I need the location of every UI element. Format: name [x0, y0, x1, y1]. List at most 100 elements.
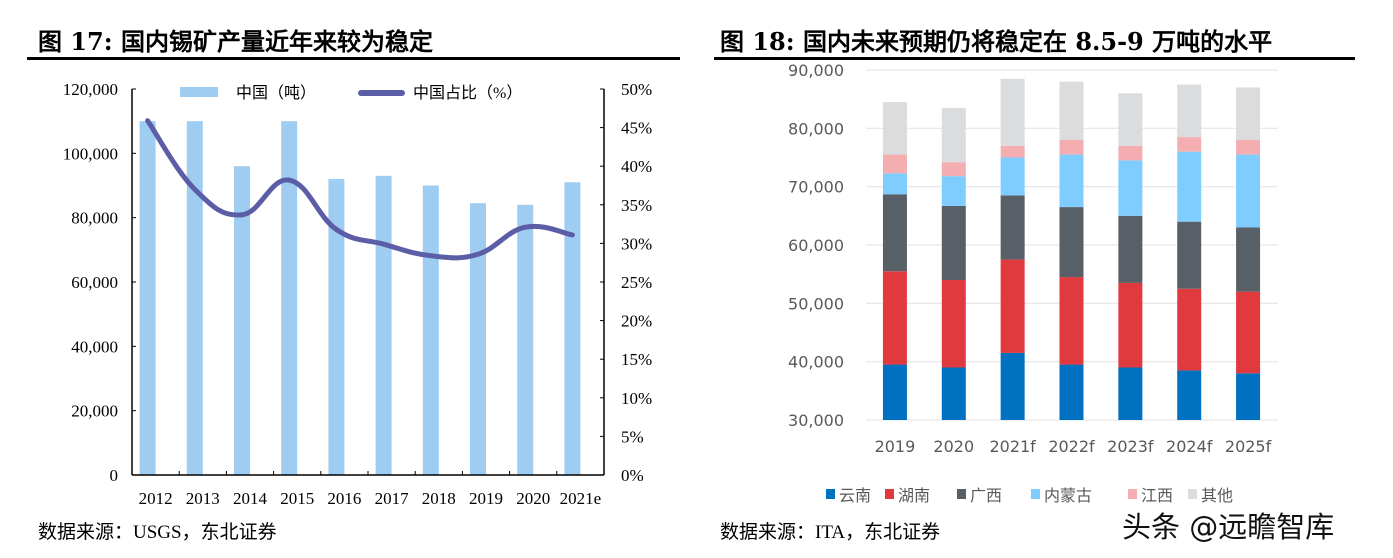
segment-云南-2023f — [1118, 367, 1143, 420]
segment-其他-2021f — [1000, 78, 1025, 146]
x-tick-label: 2020 — [516, 489, 550, 508]
segment-江西-2025f — [1236, 140, 1261, 155]
y-tick-label: 40,000 — [788, 353, 844, 372]
segment-云南-2025f — [1236, 373, 1261, 420]
segment-其他-2019 — [882, 102, 907, 155]
segment-江西-2019 — [882, 154, 907, 174]
legend-swatch-云南 — [826, 489, 835, 499]
segment-云南-2019 — [882, 364, 907, 420]
segment-湖南-2024f — [1177, 288, 1202, 371]
y-tick-label: 60,000 — [788, 236, 844, 255]
segment-其他-2025f — [1236, 87, 1261, 140]
segment-广西-2022f — [1059, 207, 1084, 278]
y-tick-label: 40,000 — [71, 337, 118, 356]
y2-tick-label: 0% — [621, 466, 644, 485]
x-tick-label: 2017 — [375, 489, 410, 508]
x-tick-label: 2025f — [1225, 437, 1272, 456]
segment-江西-2023f — [1118, 145, 1143, 161]
segment-江西-2021f — [1000, 145, 1025, 158]
legend-swatch-其他 — [1188, 489, 1197, 499]
bar-2021e — [564, 182, 581, 476]
y2-tick-label: 20% — [621, 312, 652, 331]
x-tick-label: 2013 — [186, 489, 220, 508]
segment-广西-2025f — [1236, 227, 1261, 292]
y-tick-label: 120,000 — [63, 80, 118, 99]
legend-label: 其他 — [1201, 486, 1233, 505]
legend-swatch-内蒙古 — [1031, 489, 1040, 499]
bar-2020 — [517, 204, 534, 476]
segment-其他-2024f — [1177, 84, 1202, 138]
segment-江西-2024f — [1177, 137, 1202, 152]
y-tick-label: 30,000 — [788, 411, 844, 430]
segment-内蒙古-2021f — [1000, 157, 1025, 196]
legend-label: 广西 — [970, 486, 1002, 505]
x-tick-label: 2022f — [1048, 437, 1095, 456]
y-tick-label: 80,000 — [71, 209, 118, 228]
legend-swatch-广西 — [957, 489, 966, 499]
right-title-rule — [714, 57, 1355, 60]
segment-湖南-2020 — [941, 280, 966, 368]
segment-其他-2023f — [1118, 93, 1143, 146]
y-tick-label: 0 — [110, 466, 119, 485]
bar-2016 — [328, 179, 345, 476]
segment-湖南-2022f — [1059, 277, 1084, 365]
segment-江西-2022f — [1059, 140, 1084, 155]
segment-云南-2021f — [1000, 352, 1025, 420]
x-tick-label: 2019 — [875, 437, 916, 456]
segment-云南-2020 — [941, 367, 966, 420]
y2-tick-label: 5% — [621, 427, 644, 446]
x-tick-label: 2020 — [933, 437, 974, 456]
legend-bar-label: 中国（吨） — [236, 84, 316, 102]
bar-2019 — [470, 203, 486, 476]
segment-湖南-2021f — [1000, 259, 1025, 353]
segment-内蒙古-2020 — [941, 176, 966, 206]
x-tick-label: 2012 — [139, 489, 173, 508]
y2-tick-label: 15% — [621, 350, 652, 369]
segment-湖南-2025f — [1236, 291, 1261, 374]
segment-江西-2020 — [941, 162, 966, 177]
segment-广西-2024f — [1177, 221, 1202, 289]
left-title-rule — [27, 57, 680, 60]
x-tick-label: 2018 — [422, 489, 456, 508]
left-chart-title: 图 17: 国内锡矿产量近年来较为稳定 — [38, 27, 433, 56]
legend-label: 云南 — [839, 486, 871, 505]
right-source: 数据来源：ITA，东北证券 — [720, 522, 941, 543]
bar-2013 — [186, 121, 203, 476]
y2-tick-label: 10% — [621, 389, 652, 408]
y-tick-label: 80,000 — [788, 119, 844, 138]
segment-云南-2022f — [1059, 364, 1084, 420]
watermark: 头条 @远瞻智库 — [1122, 510, 1335, 544]
segment-广西-2019 — [882, 194, 907, 272]
segment-湖南-2019 — [882, 271, 907, 365]
segment-其他-2022f — [1059, 81, 1084, 140]
share-line — [145, 118, 575, 261]
segment-内蒙古-2024f — [1177, 151, 1202, 222]
x-tick-label: 2014 — [233, 489, 268, 508]
x-tick-label: 2021e — [560, 489, 602, 508]
bar-2015 — [281, 121, 298, 476]
legend-label: 内蒙古 — [1044, 486, 1092, 505]
y2-tick-label: 35% — [621, 196, 652, 215]
legend-line-label: 中国占比（%） — [413, 84, 522, 102]
bar-2012 — [139, 121, 156, 476]
y-tick-label: 100,000 — [63, 144, 118, 163]
y-tick-label: 60,000 — [71, 273, 118, 292]
segment-广西-2020 — [941, 205, 966, 280]
y2-tick-label: 40% — [621, 157, 652, 176]
y2-tick-label: 50% — [621, 80, 652, 99]
bar-2017 — [375, 175, 392, 475]
legend-bar-swatch — [180, 87, 218, 97]
right-chart-title: 图 18: 国内未来预期仍将稳定在 8.5-9 万吨的水平 — [720, 27, 1273, 56]
segment-广西-2021f — [1000, 195, 1025, 260]
y-tick-label: 50,000 — [788, 294, 844, 313]
segment-内蒙古-2025f — [1236, 154, 1261, 228]
x-tick-label: 2021f — [989, 437, 1036, 456]
x-tick-label: 2016 — [327, 489, 361, 508]
segment-内蒙古-2019 — [882, 173, 907, 195]
y2-tick-label: 45% — [621, 119, 652, 138]
x-tick-label: 2015 — [280, 489, 314, 508]
legend-swatch-江西 — [1128, 489, 1137, 499]
y2-tick-label: 30% — [621, 234, 652, 253]
x-tick-label: 2019 — [469, 489, 503, 508]
